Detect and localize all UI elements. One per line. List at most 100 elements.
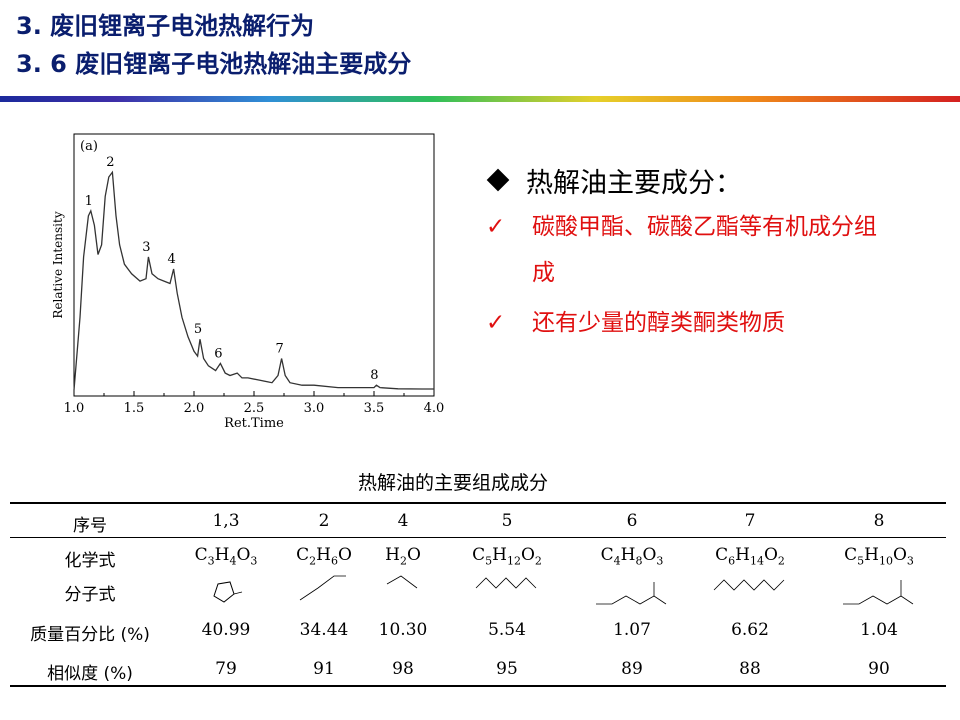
formula-element: H (316, 545, 331, 565)
bullet-item-text: 还有少量的醇类酮类物质 (532, 310, 785, 336)
cell-formula: C5H12O2 (472, 545, 542, 567)
formula-subscript: 6 (330, 554, 338, 568)
formula-subscript: 2 (399, 554, 407, 568)
formula-element: H (385, 545, 400, 565)
cell-index: 1,3 (212, 511, 240, 531)
peak-label: 2 (106, 155, 114, 170)
x-tick-label: 3.0 (304, 401, 325, 416)
cell-index: 8 (873, 511, 885, 531)
formula-element: C (844, 545, 858, 565)
formula-element: C (600, 545, 614, 565)
formula-element: H (735, 545, 750, 565)
formula-subscript: 3 (656, 554, 664, 568)
cell-formula: H2O (385, 545, 421, 567)
cell-similarity: 90 (868, 659, 890, 679)
x-tick-label: 1.0 (64, 401, 85, 416)
molecule-structure-icon (294, 570, 354, 610)
formula-subscript: 3 (207, 554, 215, 568)
formula-element: C (472, 545, 486, 565)
cell-formula: C2H6O (296, 545, 352, 567)
bullet-item: ✓ 还有少量的醇类酮类物质 (482, 300, 952, 346)
cell-index: 7 (744, 511, 756, 531)
cell-similarity: 95 (496, 659, 518, 679)
formula-element: H (492, 545, 507, 565)
formula-element: O (892, 545, 907, 565)
formula-subscript: 4 (613, 554, 621, 568)
cell-mass: 1.07 (613, 620, 651, 640)
bullet-item-text: 碳酸甲酯、碳酸乙酯等有机成分组成 (532, 214, 877, 286)
bullet-heading-text: 热解油主要成分： (526, 167, 742, 199)
row-label-mass: 质量百分比 (%) (30, 625, 150, 645)
formula-subscript: 2 (777, 554, 785, 568)
molecule-structure-icon (204, 570, 248, 610)
table-caption: 热解油的主要组成成分 (358, 472, 549, 494)
formula-element: O (337, 545, 352, 565)
bullet-item: ✓ 碳酸甲酯、碳酸乙酯等有机成分组成 (482, 204, 952, 296)
formula-subscript: 5 (485, 554, 493, 568)
plot-frame (73, 133, 435, 397)
chromatogram-chart: 1.0 1.5 2.0 2.5 3.0 3.5 4.0 Ret.Time Relative In… (51, 133, 445, 431)
cell-formula: C6H14O2 (715, 545, 785, 567)
formula-element: H (620, 545, 636, 565)
cell-formula: C3H4O3 (195, 545, 258, 567)
cell-formula: C5H10O3 (844, 545, 914, 567)
cell-index: 5 (501, 511, 513, 531)
row-label-molecular: 分子式 (64, 585, 116, 605)
molecule-structure-icon (472, 570, 542, 604)
formula-subscript: 6 (728, 554, 736, 568)
cell-similarity: 98 (392, 659, 414, 679)
peak-label: 7 (275, 342, 283, 357)
formula-element: O (406, 545, 421, 565)
bullet-heading: 热解油主要成分： (482, 160, 952, 200)
table-top-rule (10, 502, 946, 504)
x-tick-label: 2.5 (244, 401, 265, 416)
cell-mass: 34.44 (299, 620, 349, 640)
molecule-structure-icon (592, 570, 672, 614)
molecule-structure-icon (710, 570, 790, 604)
x-tick-label: 2.0 (184, 401, 205, 416)
cell-similarity: 91 (313, 659, 335, 679)
formula-element: O (236, 545, 251, 565)
peak-label: 6 (214, 346, 222, 361)
x-tick-label: 4.0 (424, 401, 445, 416)
cell-mass: 10.30 (378, 620, 428, 640)
y-axis-label: Relative Intensity (51, 211, 65, 318)
rainbow-divider (0, 96, 960, 102)
row-label-similarity: 相似度 (%) (47, 664, 133, 684)
formula-subscript: 8 (635, 554, 643, 568)
molecule-structure-icon (839, 570, 919, 614)
bullet-list: 热解油主要成分： ✓ 碳酸甲酯、碳酸乙酯等有机成分组成 ✓ 还有少量的醇类酮类物… (482, 160, 952, 346)
formula-element: O (520, 545, 535, 565)
peak-label: 4 (167, 252, 175, 267)
formula-element: C (194, 545, 208, 565)
formula-element: O (763, 545, 778, 565)
formula-subscript: 2 (534, 554, 542, 568)
row-label-formula: 化学式 (64, 551, 116, 571)
formula-subscript: 2 (309, 554, 317, 568)
x-tick-label: 1.5 (124, 401, 145, 416)
cell-formula: C4H8O3 (601, 545, 664, 567)
cell-index: 4 (397, 511, 409, 531)
checkmark-icon: ✓ (486, 310, 506, 336)
cell-mass: 6.62 (731, 620, 769, 640)
formula-subscript: 12 (506, 554, 521, 568)
molecule-structure-icon (381, 570, 425, 604)
checkmark-icon: ✓ (486, 214, 506, 240)
table-header-rule (10, 537, 946, 538)
formula-subscript: 3 (250, 554, 258, 568)
cell-index: 2 (318, 511, 330, 531)
x-tick-label: 3.5 (364, 401, 385, 416)
section-title: 3. 废旧锂离子电池热解行为 (16, 12, 315, 40)
cell-similarity: 88 (739, 659, 761, 679)
peak-label: 5 (194, 322, 202, 337)
diamond-bullet-icon (486, 168, 510, 192)
cell-similarity: 79 (215, 659, 237, 679)
panel-label: (a) (80, 139, 98, 154)
formula-element: C (296, 545, 310, 565)
formula-subscript: 4 (229, 554, 237, 568)
row-label-index: 序号 (73, 516, 107, 536)
subsection-title: 3. 6 废旧锂离子电池热解油主要成分 (16, 50, 412, 78)
cell-similarity: 89 (621, 659, 643, 679)
peak-label: 1 (85, 194, 93, 209)
peak-label: 8 (370, 368, 378, 383)
